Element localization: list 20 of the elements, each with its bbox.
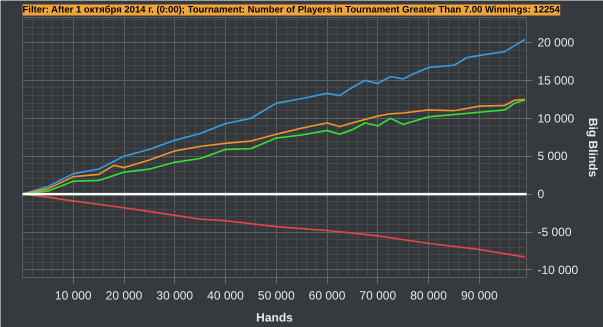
chart-title: Filter: After 1 октября 2014 г. (0:00); Tournament: Number of Players in Tournament Greater Than 7.00 Winnings: 12254	[22, 4, 561, 16]
y-tick-label: 10 000	[538, 111, 575, 126]
y-axis-title: Big Blinds	[586, 118, 600, 178]
y-tick-label: 20 000	[538, 36, 575, 50]
x-tick-label: 10 000	[54, 288, 92, 302]
x-axis-title: Hands	[256, 310, 294, 324]
y-tick-label: -5 000	[538, 225, 572, 240]
x-tick-label: 90 000	[460, 288, 498, 302]
y-tick-label: 0	[538, 187, 544, 202]
x-tick-label: 50 000	[258, 288, 295, 302]
x-tick-label: 70 000	[359, 288, 396, 302]
x-tick-label: 30 000	[156, 288, 194, 302]
y-tick-label: 15 000	[538, 73, 575, 88]
x-tick-label: 20 000	[106, 288, 143, 302]
x-tick-label: 80 000	[410, 288, 448, 302]
y-tick-label: 5 000	[538, 149, 568, 164]
line-series	[22, 38, 526, 195]
x-tick-label: 40 000	[207, 288, 244, 302]
x-tick-label: 60 000	[308, 288, 346, 302]
y-tick-label: -10 000	[538, 262, 579, 277]
